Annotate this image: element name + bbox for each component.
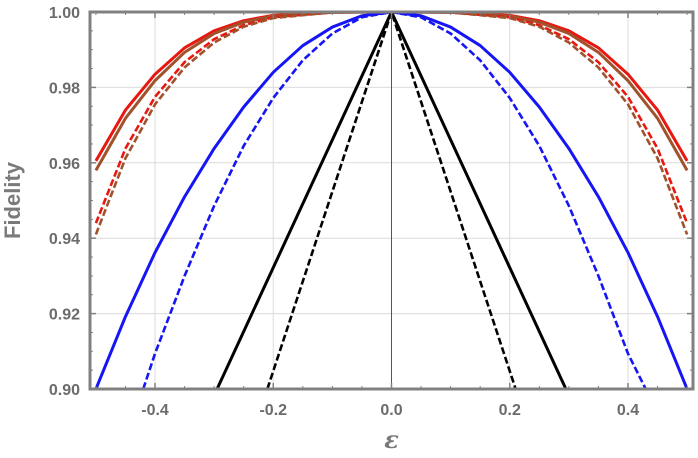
y-tick-labels: 0.90 0.92 0.94 0.96 0.98 1.00	[49, 5, 80, 399]
y-tick-label: 0.90	[49, 382, 80, 399]
y-tick-label: 0.96	[49, 156, 80, 173]
x-axis-label: ε	[384, 425, 399, 454]
x-tick-labels: -0.4 -0.2 0.0 0.2 0.4	[141, 402, 639, 419]
y-tick-label: 0.94	[49, 231, 80, 248]
y-tick-label: 1.00	[49, 5, 80, 22]
x-tick-label: -0.4	[141, 402, 169, 419]
y-tick-label: 0.92	[49, 307, 80, 324]
x-tick-label: 0.0	[380, 402, 402, 419]
x-tick-label: 0.4	[617, 402, 639, 419]
x-tick-label: -0.2	[259, 402, 287, 419]
series-line-6	[141, 10, 647, 390]
x-tick-label: 0.2	[499, 402, 521, 419]
y-axis-label: Fidelity	[0, 161, 25, 239]
ticks	[90, 11, 693, 390]
y-tick-label: 0.98	[49, 80, 80, 97]
